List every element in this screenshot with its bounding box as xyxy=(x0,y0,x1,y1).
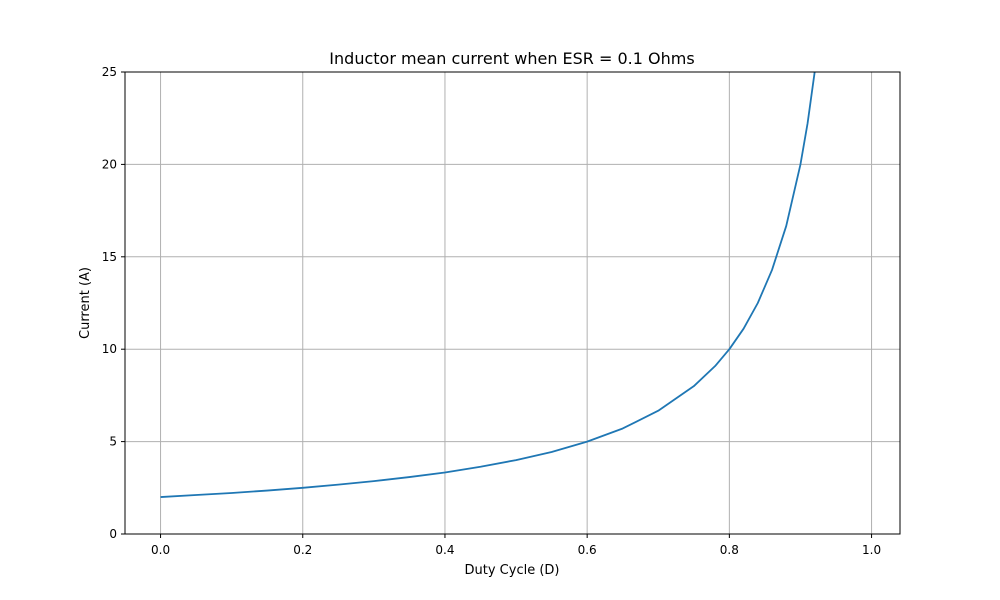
x-tick-label: 0.6 xyxy=(578,543,597,557)
x-axis-label: Duty Cycle (D) xyxy=(465,563,560,578)
y-tick-label: 5 xyxy=(109,435,117,449)
grid xyxy=(125,71,900,535)
chart-title: Inductor mean current when ESR = 0.1 Ohm… xyxy=(329,49,694,68)
series-layer xyxy=(160,71,816,498)
y-tick-label: 0 xyxy=(109,527,117,541)
y-tick-label: 25 xyxy=(102,65,117,79)
x-tick-label: 0.8 xyxy=(720,543,739,557)
y-tick-label: 20 xyxy=(102,157,117,171)
x-tick-label: 0.0 xyxy=(151,543,170,557)
y-axis-label: Current (A) xyxy=(78,267,93,339)
series-line xyxy=(160,71,816,498)
x-tick-label: 0.4 xyxy=(435,543,454,557)
axes-frame xyxy=(124,71,901,535)
y-tick-label: 15 xyxy=(102,250,117,264)
y-tick-label: 10 xyxy=(102,342,117,356)
x-tick-label: 0.2 xyxy=(293,543,312,557)
x-axis-ticks: 0.0 0.2 0.4 0.6 0.8 1.0 xyxy=(151,534,881,557)
y-axis-ticks: 0 5 10 15 20 25 xyxy=(102,65,125,541)
x-tick-label: 1.0 xyxy=(862,543,881,557)
